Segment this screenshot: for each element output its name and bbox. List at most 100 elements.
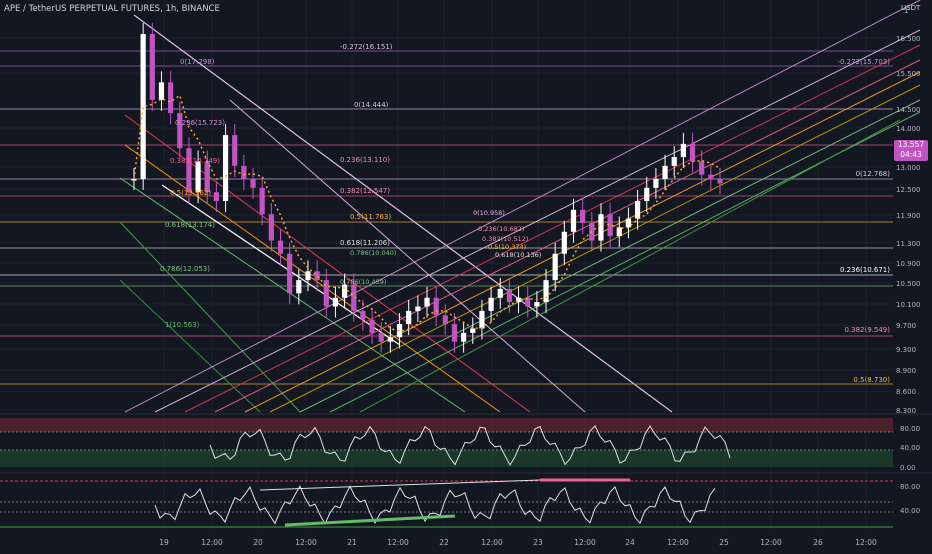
- candle-body: [369, 319, 375, 333]
- price-axis-label: 14.500: [896, 106, 921, 114]
- fib-label: 0.236(15.723): [175, 119, 225, 127]
- candle-body: [250, 179, 256, 188]
- oversold-zone: [0, 450, 893, 467]
- candle-body: [607, 214, 613, 237]
- bar-countdown: 04:43: [900, 150, 922, 159]
- candle-body: [616, 227, 622, 237]
- time-axis-label: 23: [533, 538, 543, 547]
- candle-body: [451, 324, 458, 342]
- candle-body: [653, 179, 659, 188]
- fib-label: 1(10.563): [165, 321, 200, 329]
- fan-line: [119, 177, 466, 413]
- fib-label: 0.786(12.053): [160, 265, 210, 273]
- price-axis-label: 8.900: [896, 367, 916, 375]
- fib-label: 0.786(10.040): [350, 249, 396, 257]
- moving-average-line: [133, 94, 721, 332]
- fib-label: 0(12.768): [856, 170, 891, 178]
- candle-body: [277, 240, 284, 254]
- fan-line: [184, 44, 921, 413]
- candle-body: [570, 209, 577, 232]
- candle-body: [351, 284, 357, 311]
- candle-body: [580, 209, 586, 223]
- last-price-badge: 13.557 04:43: [894, 140, 928, 161]
- oscillator-line: [209, 424, 731, 467]
- fib-label: 0.618(10.136): [495, 251, 541, 259]
- candle-body: [360, 310, 366, 320]
- candle-body: [479, 310, 485, 329]
- fib-label: 0.236(10.671): [840, 266, 890, 274]
- candle-body: [671, 157, 677, 166]
- candle-body: [534, 302, 540, 307]
- fib-label: 0.236(10.682): [478, 225, 524, 233]
- candle-body: [598, 214, 604, 241]
- last-price: 13.557: [897, 140, 925, 149]
- candle-body: [644, 187, 650, 202]
- candle-body: [689, 143, 696, 162]
- fib-label: 0(14.444): [354, 101, 389, 109]
- candle-body: [204, 161, 210, 193]
- candle-body: [186, 148, 192, 193]
- fib-label: 0.786(10.459): [340, 278, 386, 286]
- fib-label: 0.5(11.763): [350, 213, 391, 221]
- candle-body: [497, 288, 503, 298]
- time-axis-label: 12:00: [387, 538, 409, 547]
- fib-label: 0.382(14.749): [170, 157, 220, 165]
- candle-body: [131, 179, 137, 181]
- candle-body: [177, 113, 183, 149]
- fib-label: 0.382(12.547): [340, 187, 390, 195]
- divergence-line: [284, 514, 456, 527]
- fan-line: [214, 59, 921, 413]
- time-axis-label: 12:00: [667, 538, 689, 547]
- price-axis-label: 16.500: [896, 35, 921, 43]
- fan-line: [124, 0, 921, 413]
- candle-body: [543, 280, 549, 303]
- price-axis-label: 15.500: [896, 70, 921, 78]
- fan-line: [244, 71, 921, 413]
- candle-body: [332, 297, 339, 307]
- fib-label: 0.5(13.962): [170, 189, 211, 197]
- fib-label: 0.236(13.110): [340, 156, 390, 164]
- candle-body: [213, 192, 220, 202]
- candle-body: [699, 161, 705, 175]
- fan-line: [299, 99, 921, 413]
- candle-body: [140, 33, 146, 180]
- candle-body: [433, 297, 439, 316]
- fib-label: 0.618(13.174): [165, 221, 215, 229]
- candle-body: [662, 165, 668, 180]
- price-axis-label: 14.000: [896, 125, 921, 133]
- candle-body: [222, 135, 229, 202]
- overbought-zone: [0, 418, 893, 432]
- candle-body: [708, 174, 714, 180]
- candle-body: [314, 271, 320, 281]
- fan-line: [124, 114, 531, 413]
- price-axis-label: 12.500: [896, 186, 921, 194]
- candle-body: [259, 187, 265, 215]
- fib-label: 0.5(8.730): [853, 376, 890, 384]
- time-axis-label: 24: [625, 538, 635, 547]
- fib-label: 0.5(10.374): [488, 243, 526, 251]
- candle-body: [461, 332, 467, 342]
- candle-body: [625, 218, 632, 228]
- time-axis-label: 12:00: [855, 538, 877, 547]
- symbol-title: APE / TetherUS PERPETUAL FUTURES, 1h, BI…: [4, 4, 220, 14]
- price-axis-label: 1: [904, 7, 908, 15]
- candle-body: [168, 82, 174, 114]
- candle-body: [268, 214, 274, 241]
- price-axis-label: 8.600: [896, 388, 916, 396]
- candle-body: [296, 280, 302, 294]
- candle-body: [415, 306, 421, 311]
- osc-axis-label: 40.00: [900, 444, 920, 452]
- currency-label: USDT: [901, 4, 921, 12]
- fan-line: [154, 29, 921, 413]
- fan-line: [119, 279, 261, 413]
- candle-body: [287, 253, 293, 294]
- osc-axis-label: 80.00: [900, 483, 920, 491]
- candle-body: [378, 332, 384, 342]
- time-axis-label: 22: [439, 538, 449, 547]
- fan-line: [269, 84, 921, 413]
- time-axis-label: 12:00: [481, 538, 503, 547]
- fib-label: -0.272(16.151): [340, 43, 393, 51]
- price-axis-label: 9.300: [896, 346, 916, 354]
